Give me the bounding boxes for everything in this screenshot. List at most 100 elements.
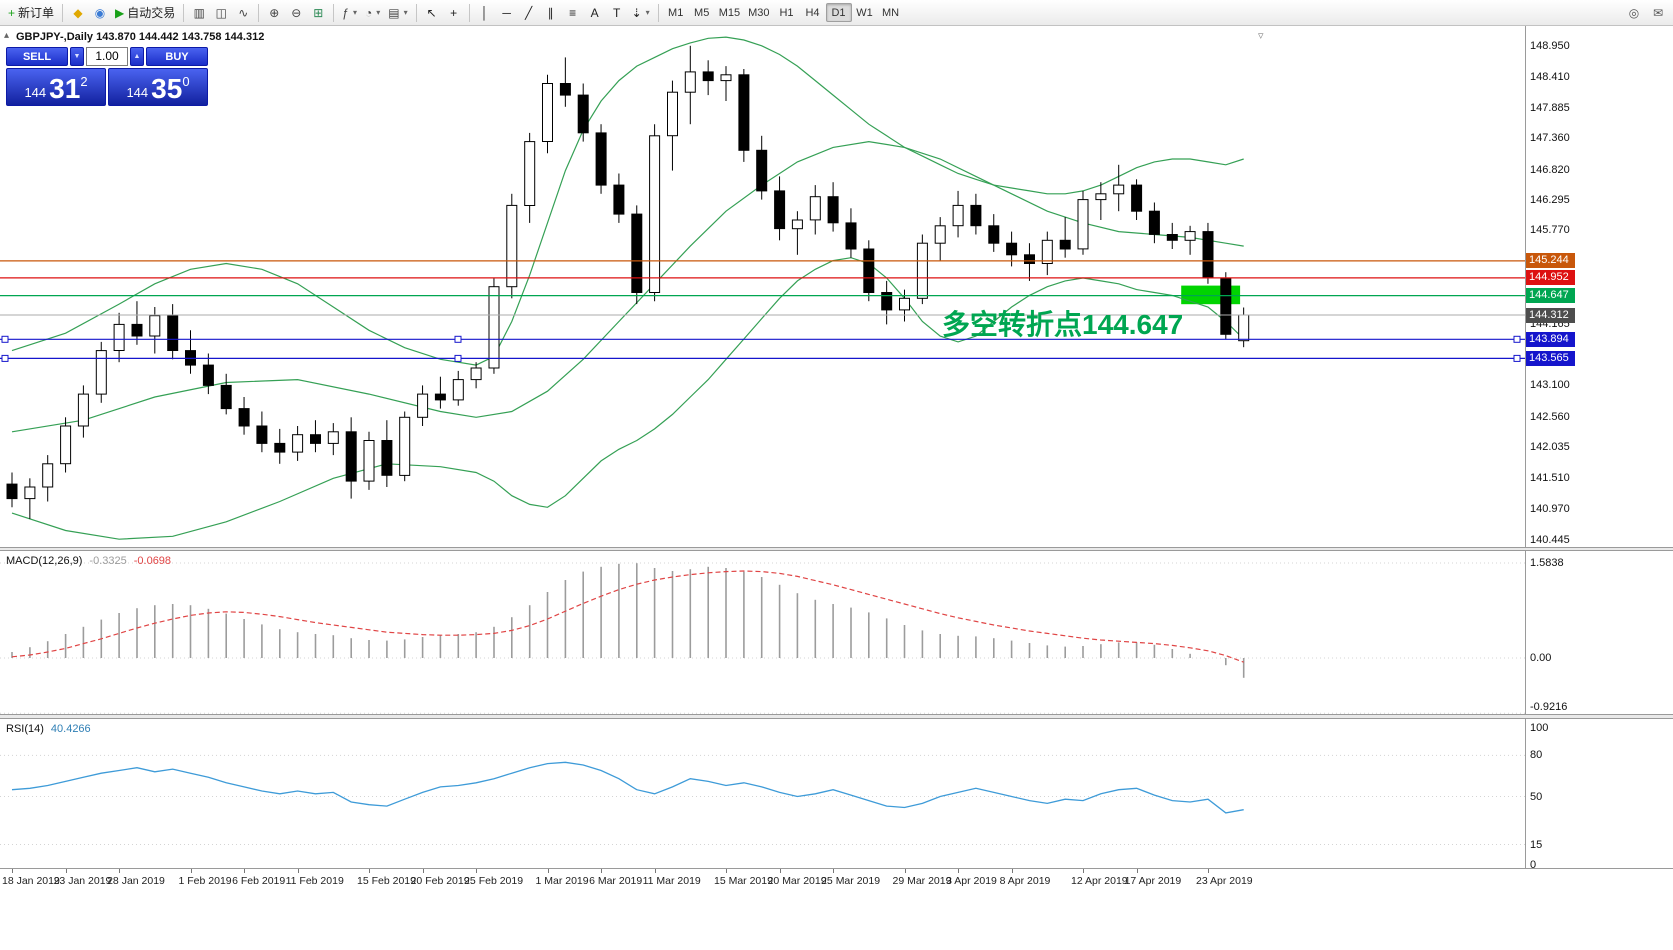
date-label: 25 Mar 2019 xyxy=(821,875,881,887)
tile-windows-icon[interactable]: ⊞ xyxy=(307,3,329,23)
volume-down-button[interactable]: ▼ xyxy=(70,47,84,66)
line-handle[interactable] xyxy=(1513,335,1521,343)
zoom-in-icon: ⊕ xyxy=(269,5,280,20)
price-scale-label: 148.410 xyxy=(1530,71,1570,84)
candle-body xyxy=(738,74,750,151)
candle-body xyxy=(417,393,429,418)
metaeditor-icon[interactable]: ◆ xyxy=(67,3,89,23)
line-handle[interactable] xyxy=(1513,354,1521,362)
timeframe-m1[interactable]: M1 xyxy=(668,6,684,19)
candle-body xyxy=(756,149,768,192)
pane-separator-macd[interactable] xyxy=(0,547,1673,551)
time-axis-tick xyxy=(119,869,121,873)
timeframe-h4[interactable]: H4 xyxy=(805,6,820,19)
cursor-icon[interactable]: ↖ xyxy=(421,3,443,23)
candle-body xyxy=(452,379,464,401)
autotrading-button[interactable]: ▶ 自动交易 xyxy=(111,3,179,23)
time-axis-tick xyxy=(833,869,835,873)
chart-text-annotation[interactable]: 多空转折点144.647 xyxy=(942,309,1184,340)
fibonacci-icon[interactable]: ≡ xyxy=(562,3,584,23)
timeframe-h1[interactable]: H1 xyxy=(779,6,794,19)
time-axis-tick xyxy=(190,869,192,873)
candle-body xyxy=(613,184,625,215)
line-handle[interactable] xyxy=(454,335,462,343)
candle-body xyxy=(310,434,321,444)
zoom-out-icon[interactable]: ⊖ xyxy=(285,3,307,23)
trendline-icon: ╱ xyxy=(524,5,533,20)
line-handle[interactable] xyxy=(454,354,462,362)
line-handle[interactable] xyxy=(1,335,9,343)
channel-icon[interactable]: ∥ xyxy=(540,3,562,23)
candle-body xyxy=(1131,184,1143,212)
candle-body xyxy=(1095,193,1107,201)
collapse-panel-icon[interactable]: ▴ xyxy=(4,30,10,41)
volume-input[interactable]: 1.00 xyxy=(86,47,128,66)
date-label: 29 Mar 2019 xyxy=(892,875,952,887)
search-icon[interactable]: ◎ xyxy=(1628,5,1640,20)
buy-button[interactable]: BUY xyxy=(146,47,208,66)
crosshair-icon[interactable]: + xyxy=(443,3,465,23)
timeframe-m5[interactable]: M5 xyxy=(694,6,710,19)
terminal-icon[interactable]: ◉ xyxy=(89,3,111,23)
new-order-button[interactable]: + 新订单 xyxy=(4,3,58,23)
time-axis-tick xyxy=(1011,869,1013,873)
price-scale-label: 143.100 xyxy=(1530,379,1570,392)
candle-body xyxy=(702,71,714,82)
arrows-tool-icon[interactable]: ⇣ ▾ xyxy=(628,3,654,23)
fibonacci-icon: ≡ xyxy=(569,5,577,20)
candle-body xyxy=(988,225,1000,244)
new-order-button-label: 新订单 xyxy=(18,6,55,20)
timeframe-m30[interactable]: M30 xyxy=(748,6,770,19)
pane-separator-rsi[interactable] xyxy=(0,714,1673,719)
candle-body xyxy=(274,442,286,453)
price-axis[interactable]: 148.950 148.410 147.885 147.360 146.820 146.2… xyxy=(1525,26,1673,871)
trendline-icon[interactable]: ╱ xyxy=(518,3,540,23)
price-scale-label: 140.970 xyxy=(1530,503,1570,515)
label-tool-icon[interactable]: T xyxy=(606,3,628,23)
timeframe-mn[interactable]: MN xyxy=(881,6,900,19)
price-scale-label: 141.510 xyxy=(1530,471,1570,484)
macd-signal-value: -0.0698 xyxy=(133,555,172,567)
timeframe-d1[interactable]: D1 xyxy=(825,3,852,22)
rsi-value: 40.4266 xyxy=(50,723,91,735)
time-axis-tick xyxy=(476,869,478,873)
volume-up-button[interactable]: ▲ xyxy=(130,47,144,66)
candle-body xyxy=(934,225,946,244)
periods-button[interactable]: ◔ ▾ xyxy=(361,3,384,23)
zoom-in-icon[interactable]: ⊕ xyxy=(263,3,285,23)
rsi-scale-label: 15 xyxy=(1530,838,1543,851)
crosshair-icon: + xyxy=(450,5,458,20)
indicators-button[interactable]: ƒ ▾ xyxy=(338,3,361,23)
time-axis-tick xyxy=(422,869,424,873)
time-axis-tick xyxy=(65,869,67,873)
horizontal-line-icon[interactable]: ─ xyxy=(496,3,518,23)
sell-button[interactable]: SELL xyxy=(6,47,68,66)
rsi-scale-label: 50 xyxy=(1530,790,1543,803)
price-scale-label: 147.885 xyxy=(1530,101,1570,114)
vertical-line-icon[interactable]: │ xyxy=(474,3,496,23)
chat-icon[interactable]: ✉ xyxy=(1652,5,1664,20)
channel-icon: ∥ xyxy=(547,5,554,20)
sell-price[interactable]: 144 31 2 xyxy=(6,68,106,106)
timeframe-w1[interactable]: W1 xyxy=(856,6,873,19)
candlestick-chart-icon[interactable]: ◫ xyxy=(210,3,232,23)
line-handle[interactable] xyxy=(1,354,9,362)
chart-shift-marker[interactable]: ▿ xyxy=(1258,30,1264,42)
one-click-trading-panel: SELL ▼ 1.00 ▲ BUY 144 31 2 144 35 0 xyxy=(6,47,208,106)
time-axis[interactable]: 18 Jan 2019 23 Jan 2019 28 Jan 2019 1 Feb 2… xyxy=(0,868,1673,896)
toolbar-divider xyxy=(183,3,185,22)
sell-price-main: 31 xyxy=(49,73,81,104)
candle-body xyxy=(1202,231,1214,279)
price-scale-label: 142.560 xyxy=(1530,410,1570,423)
templates-button[interactable]: ▤ ▾ xyxy=(384,3,411,23)
bar-chart-icon[interactable]: ▥ xyxy=(188,3,210,23)
line-chart-icon[interactable]: ∿ xyxy=(232,3,254,23)
macd-indicator-label: MACD(12,26,9) -0.3325 -0.0698 xyxy=(6,555,171,567)
timeframe-m15[interactable]: M15 xyxy=(718,6,741,19)
price-tag-144.312: 144.312 xyxy=(1526,307,1575,323)
text-tool-icon[interactable]: A xyxy=(584,3,606,23)
buy-price[interactable]: 144 35 0 xyxy=(108,68,208,106)
candle-body xyxy=(220,384,232,410)
macd-pane-svg xyxy=(0,562,1525,714)
time-axis-tick xyxy=(779,869,781,873)
